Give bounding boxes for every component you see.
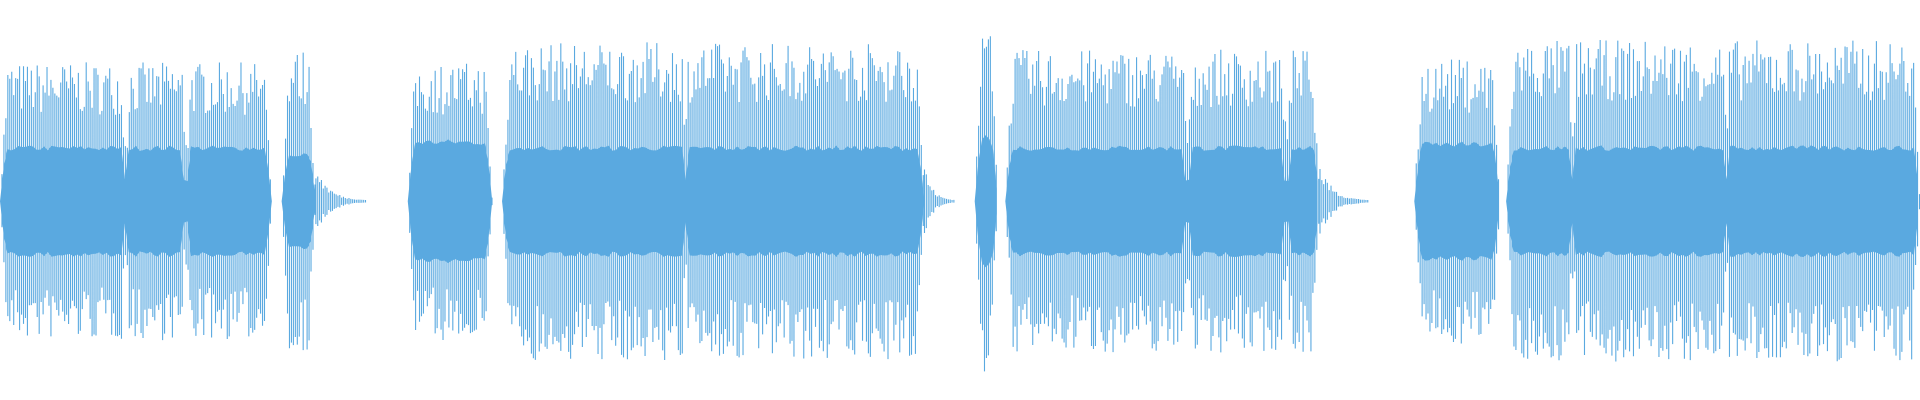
waveform-body [0, 135, 1918, 268]
